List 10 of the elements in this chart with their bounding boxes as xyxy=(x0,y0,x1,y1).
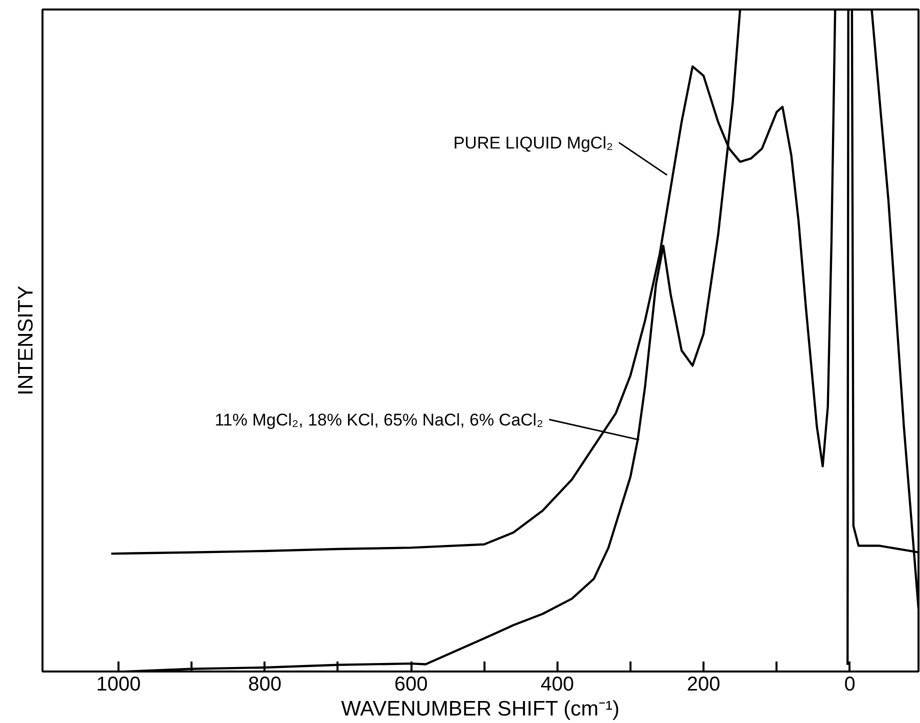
x-tick-label: 1000 xyxy=(96,674,141,696)
x-tick-label: 800 xyxy=(248,674,282,696)
x-tick-label: 400 xyxy=(540,674,574,696)
x-tick-label: 0 xyxy=(844,674,856,696)
annotation: PURE LIQUID MgCl₂ xyxy=(453,134,613,152)
annotation: 11% MgCl₂, 18% KCl, 65% NaCl, 6% CaCl₂ xyxy=(214,410,544,430)
x-axis-title: WAVENUMBER SHIFT (cm⁻¹) xyxy=(341,698,620,720)
x-tick-label: 600 xyxy=(394,674,428,696)
y-axis-title: INTENSITY xyxy=(14,286,38,396)
x-tick-label: 200 xyxy=(686,674,720,696)
